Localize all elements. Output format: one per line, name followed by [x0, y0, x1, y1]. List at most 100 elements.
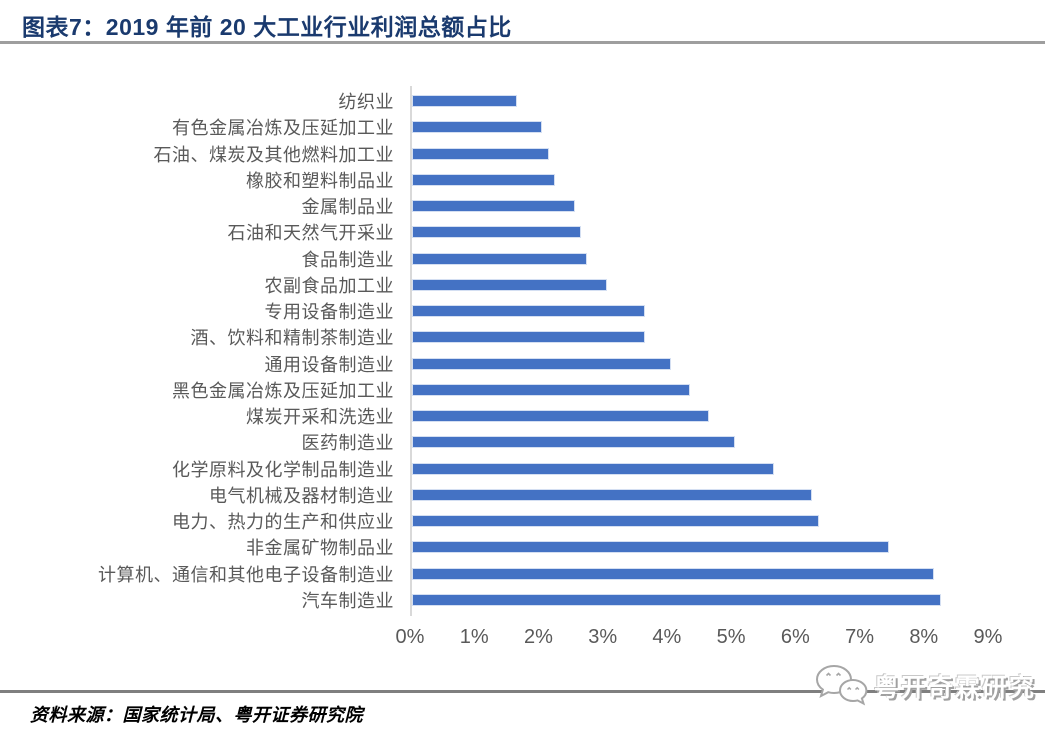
category-label: 计算机、通信和其他电子设备制造业: [98, 564, 394, 585]
bar: [412, 462, 774, 475]
chart-row: 非金属矿物制品业: [0, 534, 990, 560]
bar-track: [410, 429, 988, 455]
chart-row: 计算机、通信和其他电子设备制造业: [0, 561, 990, 587]
chart-row: 专用设备制造业: [0, 298, 990, 324]
category-label: 黑色金属冶炼及压延加工业: [172, 380, 394, 401]
bar-track: [410, 324, 988, 350]
bar-track: [410, 561, 988, 587]
chart-row: 石油、煤炭及其他燃料加工业: [0, 141, 990, 167]
y-axis-line: [410, 86, 412, 616]
chart-row: 酒、饮料和精制茶制造业: [0, 324, 990, 350]
footer-divider: [0, 690, 1045, 693]
x-tick-label: 2%: [523, 626, 553, 648]
title-divider: [0, 41, 1045, 44]
x-tick-label: 0%: [395, 626, 425, 648]
bar: [412, 541, 890, 554]
chart-row: 通用设备制造业: [0, 351, 990, 377]
wechat-icon: [815, 664, 868, 706]
category-label: 通用设备制造业: [264, 354, 394, 375]
x-tick-label: 3%: [588, 626, 618, 648]
bar: [412, 121, 543, 134]
bar: [412, 331, 646, 344]
category-label: 非金属矿物制品业: [246, 538, 394, 559]
bar-track: [410, 114, 988, 140]
chart-row: 橡胶和塑料制品业: [0, 167, 990, 193]
category-label: 石油、煤炭及其他燃料加工业: [153, 144, 394, 165]
chart-row: 电力、热力的生产和供应业: [0, 508, 990, 534]
watermark: 粤开奇霖研究: [814, 662, 1036, 710]
x-axis: 0% 1% 2% 3% 4% 5% 6% 7% 8% 9%: [396, 626, 1003, 652]
x-tick-label: 8%: [909, 626, 939, 648]
bar-track: [410, 587, 988, 613]
bar-track: [410, 377, 988, 403]
chart-row: 汽车制造业: [0, 587, 990, 613]
category-label: 医药制造业: [301, 433, 394, 454]
bar: [412, 410, 710, 423]
category-label: 专用设备制造业: [264, 302, 394, 323]
bar-track: [410, 298, 988, 324]
chart-row: 医药制造业: [0, 429, 990, 455]
x-tick-label: 4%: [652, 626, 682, 648]
bar-track: [410, 508, 988, 534]
bar-track: [410, 403, 988, 429]
chart-row: 金属制品业: [0, 193, 990, 219]
bar: [412, 226, 581, 239]
x-tick-label: 6%: [780, 626, 810, 648]
category-label: 农副食品加工业: [264, 275, 394, 296]
bar-track: [410, 272, 988, 298]
chart-row: 农副食品加工业: [0, 272, 990, 298]
bar-track: [410, 351, 988, 377]
category-label: 有色金属冶炼及压延加工业: [172, 118, 394, 139]
category-label: 酒、饮料和精制茶制造业: [190, 328, 394, 349]
bar-track: [410, 456, 988, 482]
chart-row: 石油和天然气开采业: [0, 219, 990, 245]
bar: [412, 488, 813, 501]
source-note: 资料来源：国家统计局、粤开证券研究院: [30, 705, 363, 725]
bar-track: [410, 88, 988, 114]
watermark-text: 粤开奇霖研究: [874, 674, 1037, 702]
bar: [412, 200, 575, 213]
bar: [412, 252, 588, 265]
bar-track: [410, 219, 988, 245]
bar-track: [410, 534, 988, 560]
bar-track: [410, 246, 988, 272]
bar: [412, 567, 935, 580]
bar: [412, 95, 517, 108]
category-label: 电力、热力的生产和供应业: [172, 512, 394, 533]
chart-row: 食品制造业: [0, 246, 990, 272]
x-tick-label: 9%: [973, 626, 1003, 648]
bar: [412, 436, 736, 449]
x-tick-label: 5%: [716, 626, 746, 648]
category-label: 煤炭开采和洗选业: [246, 407, 394, 428]
chart-row: 电气机械及器材制造业: [0, 482, 990, 508]
x-tick-label: 1%: [459, 626, 489, 648]
chart-row: 黑色金属冶炼及压延加工业: [0, 377, 990, 403]
bar: [412, 515, 819, 528]
bar: [412, 593, 941, 606]
bar-track: [410, 482, 988, 508]
bar-track: [410, 193, 988, 219]
bar: [412, 305, 646, 318]
chart-row: 纺织业: [0, 88, 990, 114]
x-tick-label: 7%: [845, 626, 874, 648]
category-label: 化学原料及化学制品制造业: [172, 459, 394, 480]
bar: [412, 147, 549, 160]
category-label: 石油和天然气开采业: [227, 223, 394, 244]
chart-row: 化学原料及化学制品制造业: [0, 456, 990, 482]
category-label: 食品制造业: [301, 249, 394, 270]
bar-track: [410, 167, 988, 193]
category-label: 橡胶和塑料制品业: [246, 170, 394, 191]
bar-chart: 纺织业有色金属冶炼及压延加工业石油、煤炭及其他燃料加工业橡胶和塑料制品业 金属制品…: [0, 86, 1060, 652]
category-label: 电气机械及器材制造业: [209, 485, 394, 506]
bar: [412, 383, 691, 396]
category-label: 汽车制造业: [301, 590, 394, 611]
bar: [412, 173, 556, 186]
chart-row: 有色金属冶炼及压延加工业: [0, 114, 990, 140]
bar: [412, 278, 607, 291]
chart-rows: 纺织业有色金属冶炼及压延加工业石油、煤炭及其他燃料加工业橡胶和塑料制品业 金属制品…: [0, 88, 990, 613]
chart-title: 图表7：2019 年前 20 大工业行业利润总额占比: [22, 14, 512, 40]
category-label: 纺织业: [338, 92, 394, 113]
bar-track: [410, 141, 988, 167]
bar: [412, 357, 671, 370]
